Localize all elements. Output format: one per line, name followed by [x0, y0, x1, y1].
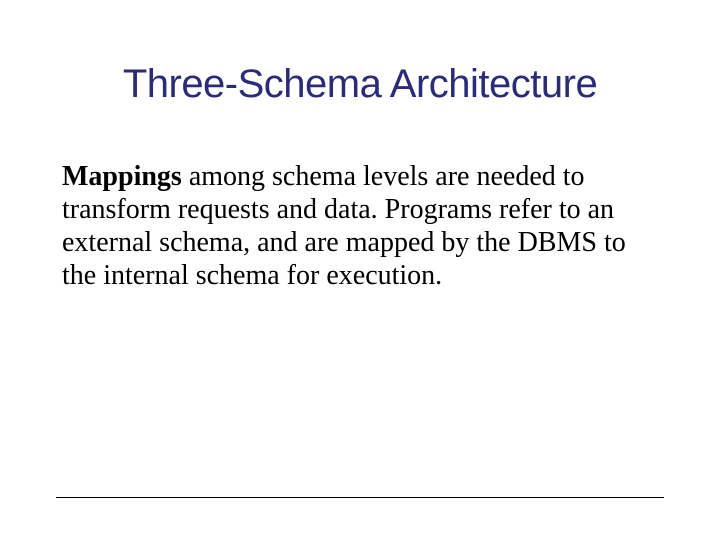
slide-body: Mappings among schema levels are needed … — [62, 160, 658, 292]
slide-container: Three-Schema Architecture Mappings among… — [0, 0, 720, 540]
slide-title: Three-Schema Architecture — [0, 62, 720, 107]
body-lead-bold: Mappings — [62, 161, 182, 192]
footer-divider — [56, 497, 664, 498]
